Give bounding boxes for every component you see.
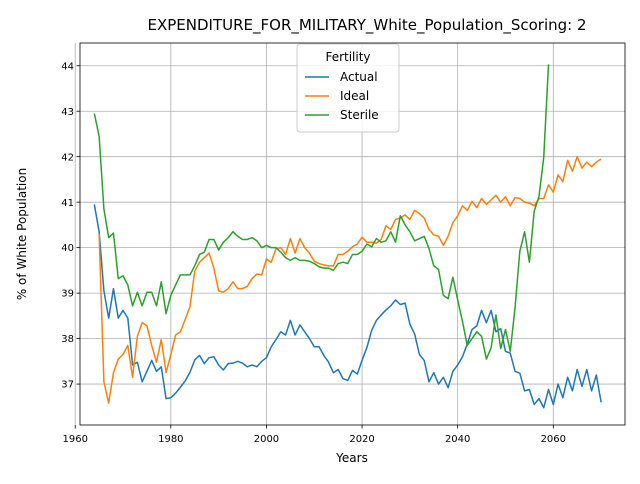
chart-title: EXPENDITURE_FOR_MILITARY_White_Populatio… (148, 16, 587, 35)
y-tick-label: 38 (61, 334, 74, 345)
y-tick-label: 42 (61, 152, 74, 163)
y-tick: 40 (61, 243, 80, 254)
legend-item-actual: Actual (305, 70, 378, 84)
y-tick: 37 (61, 380, 80, 391)
y-tick: 38 (61, 334, 80, 345)
y-tick-label: 43 (61, 107, 74, 118)
legend-item-sterile: Sterile (305, 108, 379, 122)
legend-label-ideal: Ideal (340, 89, 369, 103)
legend-label-actual: Actual (340, 70, 378, 84)
y-tick: 42 (61, 152, 80, 163)
x-tick-label: 2000 (254, 434, 279, 445)
y-axis: 37 38 39 40 41 42 43 44 (61, 61, 80, 391)
x-tick: 1960 (62, 425, 88, 445)
y-tick-label: 44 (61, 61, 74, 72)
legend: Fertility Actual Ideal Sterile (296, 43, 400, 133)
series-line-actual (93, 204, 602, 409)
legend-title: Fertility (325, 50, 370, 64)
x-tick-label: 1960 (62, 434, 87, 445)
legend-item-ideal: Ideal (305, 89, 369, 103)
y-tick-label: 37 (61, 380, 74, 391)
y-tick: 43 (61, 107, 80, 118)
x-tick-label: 1980 (158, 434, 183, 445)
x-axis: 1960 1980 2000 2020 2040 2060 (62, 425, 566, 445)
series-line-ideal (98, 155, 602, 404)
series-layer (93, 64, 602, 409)
plot-area-frame (79, 42, 626, 426)
x-tick: 2060 (541, 425, 566, 445)
y-tick-label: 41 (61, 198, 74, 209)
x-tick: 2040 (445, 425, 470, 445)
y-tick: 44 (61, 61, 80, 72)
x-tick-label: 2040 (445, 434, 470, 445)
x-tick-label: 2060 (541, 434, 566, 445)
legend-box (296, 43, 400, 133)
x-tick: 2000 (254, 425, 279, 445)
y-tick-label: 39 (61, 289, 74, 300)
y-tick: 41 (61, 198, 80, 209)
y-tick-label: 40 (61, 243, 74, 254)
series-line-sterile (93, 64, 550, 360)
x-tick: 1980 (158, 425, 184, 445)
x-tick-label: 2020 (349, 434, 374, 445)
x-axis-label: Years (335, 451, 368, 465)
x-tick: 2020 (349, 425, 375, 445)
legend-label-sterile: Sterile (340, 108, 379, 122)
y-axis-label: % of White Population (15, 168, 29, 300)
y-tick: 39 (61, 289, 80, 300)
